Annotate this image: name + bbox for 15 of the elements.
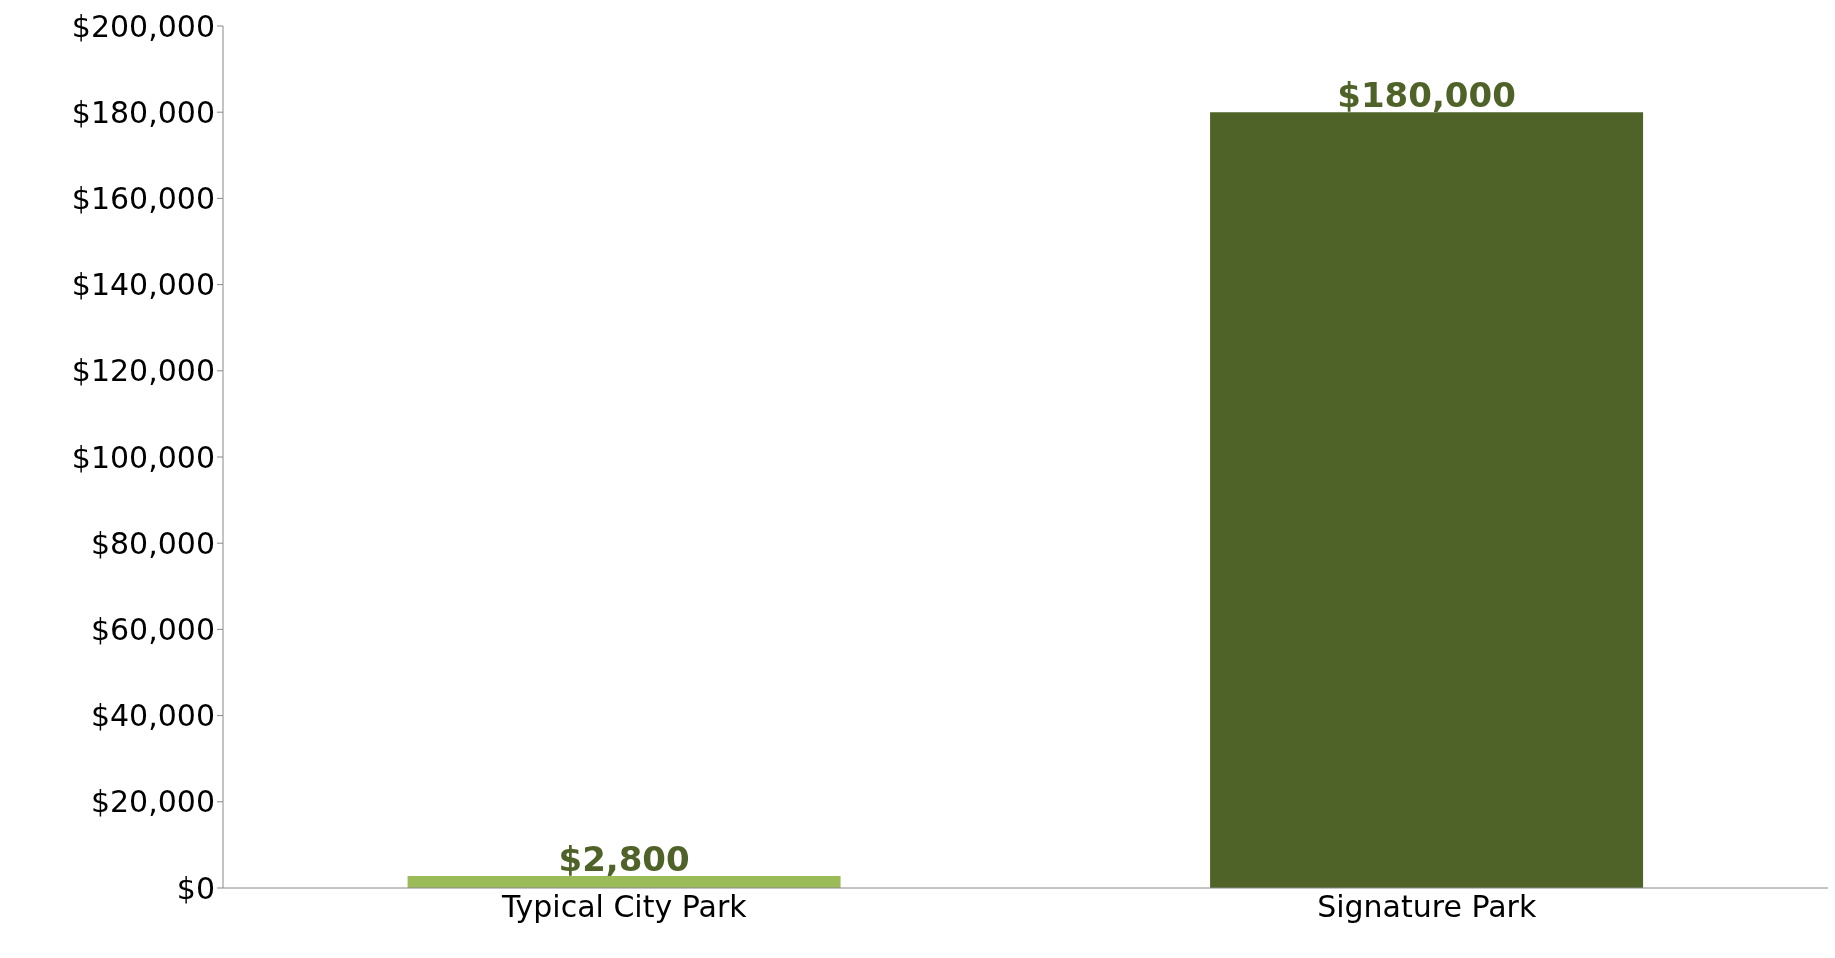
- y-tick-label: $160,000: [71, 181, 215, 217]
- y-tick-label: $80,000: [90, 525, 215, 561]
- y-tick-label: $200,000: [71, 8, 215, 44]
- y-tick-label: $40,000: [90, 698, 215, 734]
- y-tick-label: $140,000: [71, 267, 215, 303]
- y-tick-label: $100,000: [71, 439, 215, 475]
- data-label: $2,800: [558, 838, 690, 879]
- y-tick-label: $120,000: [71, 353, 215, 389]
- y-tick-label: $20,000: [90, 784, 215, 820]
- y-tick-label: $180,000: [71, 94, 215, 130]
- y-tick-label: $60,000: [90, 612, 215, 648]
- x-tick-label: Signature Park: [1317, 889, 1537, 925]
- data-label: $180,000: [1337, 75, 1516, 116]
- x-tick-label: Typical City Park: [500, 889, 748, 925]
- y-tick-label: $0: [176, 870, 215, 906]
